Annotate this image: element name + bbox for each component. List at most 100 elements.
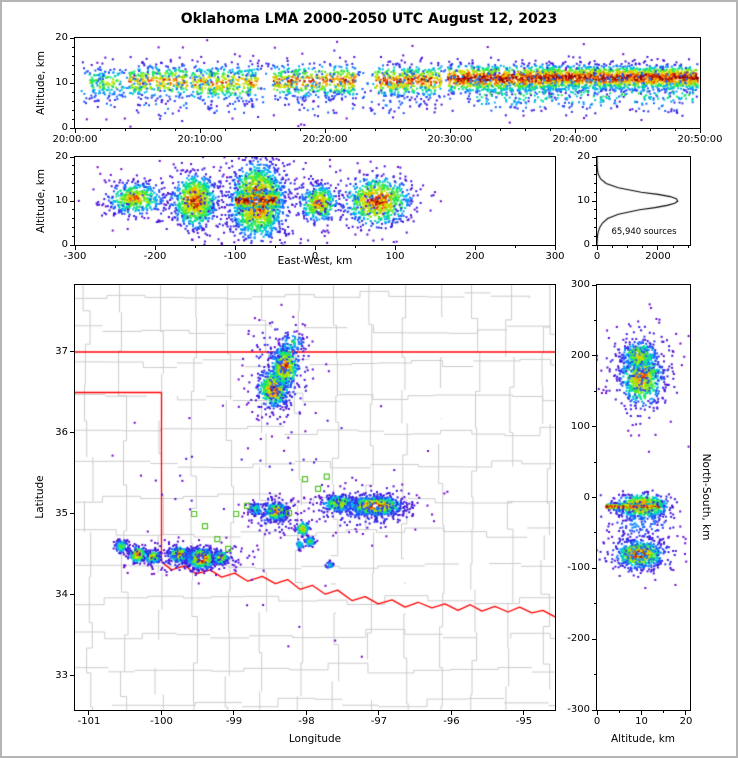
tick-mark (592, 355, 596, 357)
tick-label: -99 (225, 716, 243, 727)
east-west-canvas (75, 157, 555, 245)
tick-mark (672, 246, 674, 248)
tick-mark (592, 200, 596, 202)
time-height-panel (74, 37, 701, 129)
north-south-canvas (597, 285, 690, 710)
tick-label: 34 (55, 588, 68, 600)
tick-mark (70, 513, 74, 515)
tick-label: -200 (567, 633, 590, 645)
tick-mark (640, 711, 642, 715)
tick-label: -100 (567, 562, 590, 574)
tick-mark (596, 711, 598, 715)
tick-mark (674, 129, 676, 131)
tick-mark (274, 246, 276, 248)
source-count-annotation: 65,940 sources (611, 227, 677, 237)
map-xlabel: Longitude (288, 733, 342, 745)
tick-mark (72, 91, 74, 93)
tick-mark (70, 37, 74, 39)
tick-label: 0 (61, 239, 68, 250)
tick-mark (70, 594, 74, 596)
tick-label: -97 (370, 716, 388, 727)
tick-mark (523, 711, 525, 715)
tick-mark (70, 127, 74, 129)
tick-label: 300 (545, 251, 565, 262)
tick-label: -300 (63, 251, 87, 262)
tick-mark (449, 129, 451, 133)
tick-mark (592, 284, 596, 286)
tick-mark (72, 218, 74, 220)
tick-label: 100 (570, 420, 590, 432)
tick-mark (592, 638, 596, 640)
tick-mark (554, 246, 556, 250)
tick-mark (72, 191, 74, 193)
tick-label: 33 (55, 669, 68, 681)
tick-mark (99, 129, 101, 131)
tick-mark (72, 226, 74, 228)
tick-label: 20:40:00 (552, 134, 598, 145)
tick-label: 10 (635, 716, 648, 727)
tick-mark (72, 73, 74, 75)
tick-mark (72, 55, 74, 57)
tick-label: 10 (55, 77, 68, 88)
tick-label: 10 (577, 195, 590, 206)
tick-mark (160, 711, 162, 715)
tick-mark (474, 246, 476, 250)
tick-label: -98 (298, 716, 315, 727)
tick-mark (424, 129, 426, 131)
tick-mark (70, 200, 74, 202)
tick-mark (599, 129, 601, 131)
tick-mark (594, 174, 596, 176)
tick-mark (549, 129, 551, 131)
tick-mark (399, 129, 401, 131)
tick-label: 20:20:00 (302, 134, 348, 145)
tick-mark (74, 129, 76, 133)
tick-label: -96 (443, 716, 460, 727)
tick-label: 200 (465, 251, 485, 262)
tick-mark (299, 129, 301, 131)
tick-mark (305, 711, 307, 715)
tick-mark (594, 191, 596, 193)
tick-mark (274, 129, 276, 131)
tick-mark (474, 129, 476, 131)
tick-label: 100 (385, 251, 405, 262)
tick-mark (663, 711, 665, 713)
tick-label: 36 (55, 426, 68, 438)
tick-mark (378, 711, 380, 715)
tick-mark (70, 351, 74, 353)
tick-label: 20:50:00 (677, 134, 723, 145)
tick-mark (592, 567, 596, 569)
tick-label: 35 (55, 507, 68, 519)
tick-label: 0 (583, 491, 590, 503)
tick-mark (349, 129, 351, 131)
tick-label: -100 (223, 251, 247, 262)
tick-mark (72, 165, 74, 167)
tick-label: 20:00:00 (52, 134, 98, 145)
tick-mark (594, 165, 596, 167)
tick-mark (249, 129, 251, 131)
tick-mark (594, 235, 596, 237)
tick-mark (72, 109, 74, 111)
tick-mark (687, 246, 689, 248)
altitude-histogram-canvas (597, 157, 690, 245)
tick-label: 0 (593, 251, 601, 262)
east-west-panel (74, 156, 556, 246)
figure-title: Oklahoma LMA 2000-2050 UTC August 12, 20… (180, 11, 558, 27)
tick-mark (199, 129, 201, 133)
tick-label: 20:10:00 (177, 134, 223, 145)
tick-mark (70, 244, 74, 246)
north-south-panel (596, 284, 691, 711)
plan-view-map-panel (74, 284, 556, 711)
tick-label: -200 (143, 251, 167, 262)
tick-mark (72, 209, 74, 211)
tick-mark (70, 675, 74, 677)
tick-label: -300 (567, 704, 590, 715)
altitude-histogram-panel (596, 156, 691, 246)
tick-mark (72, 235, 74, 237)
tick-mark (124, 129, 126, 131)
tick-mark (592, 497, 596, 498)
tick-mark (194, 246, 196, 248)
tick-mark (70, 432, 74, 434)
tick-mark (450, 711, 452, 715)
tick-label: 0 (61, 122, 68, 133)
